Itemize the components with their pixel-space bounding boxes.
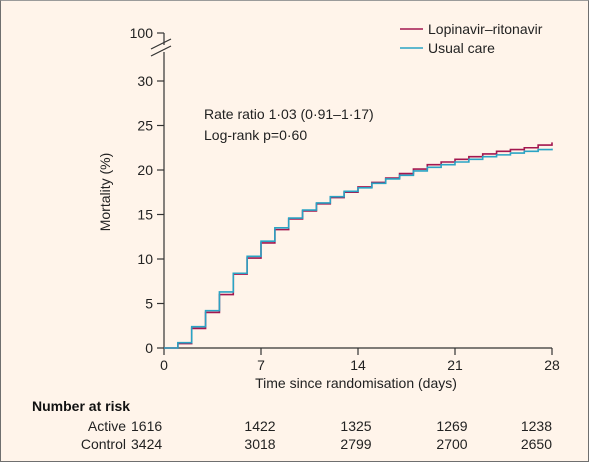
- risk-active-day21: 1269: [436, 418, 467, 434]
- y-tick-label-15: 15: [137, 207, 153, 223]
- x-tick-label-7: 7: [257, 357, 265, 373]
- risk-active-day28: 1238: [521, 418, 552, 434]
- risk-control-day21: 2700: [436, 436, 467, 452]
- risk-table-title: Number at risk: [32, 398, 130, 414]
- risk-active-day14: 1325: [340, 418, 371, 434]
- y-tick-label-0: 0: [145, 340, 153, 356]
- x-tick-label-0: 0: [160, 357, 168, 373]
- y-tick-label-5: 5: [145, 296, 153, 312]
- risk-control-day0: 3424: [131, 436, 162, 452]
- risk-row-label-active: Active: [88, 418, 126, 434]
- series-layer: [164, 142, 553, 349]
- risk-control-day7: 3018: [244, 436, 275, 452]
- y-tick-label-25: 25: [137, 118, 153, 134]
- risk-table: Number at risk Active Control 1616 1422 …: [32, 398, 552, 452]
- x-tick-label-28: 28: [544, 357, 560, 373]
- annotation-log-rank: Log-rank p=0·60: [204, 127, 307, 143]
- risk-control-day28: 2650: [521, 436, 552, 452]
- risk-active-day7: 1422: [244, 418, 275, 434]
- y-tick-label-20: 20: [137, 162, 153, 178]
- series-curve-usual-care: [164, 148, 553, 349]
- x-tick-label-21: 21: [447, 357, 463, 373]
- legend: Lopinavir–ritonavir Usual care: [400, 21, 543, 56]
- legend-label-usual-care: Usual care: [428, 40, 495, 56]
- y-tick-label-100: 100: [130, 25, 154, 41]
- annotation-rate-ratio: Rate ratio 1·03 (0·91–1·17): [204, 106, 374, 122]
- series-curve-lopinavir-ritonavir: [164, 142, 553, 349]
- y-tick-label-10: 10: [137, 251, 153, 267]
- axes: 0 5 10 15 20 25 30 100 0 7 14 21 28: [130, 25, 560, 373]
- y-axis-break-mark-lower: [150, 45, 172, 57]
- y-axis-label: Mortality (%): [97, 153, 113, 232]
- legend-label-lopinavir-ritonavir: Lopinavir–ritonavir: [428, 21, 543, 37]
- x-axis-label: Time since randomisation (days): [255, 375, 457, 391]
- x-tick-label-14: 14: [350, 357, 366, 373]
- risk-control-day14: 2799: [340, 436, 371, 452]
- y-tick-label-30: 30: [137, 73, 153, 89]
- risk-active-day0: 1616: [131, 418, 162, 434]
- y-axis-break-mark-upper: [150, 38, 172, 50]
- risk-row-label-control: Control: [81, 436, 126, 452]
